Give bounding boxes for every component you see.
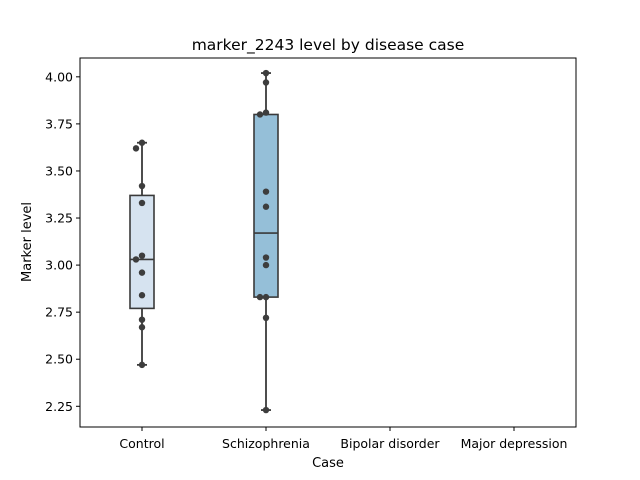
data-point (138, 292, 146, 299)
data-point (138, 139, 146, 146)
y-tick-label: 3.00 (45, 258, 73, 273)
data-point (262, 314, 270, 322)
data-point (138, 316, 146, 323)
data-point (256, 293, 264, 301)
box-group (253, 72, 279, 411)
y-tick-label: 3.50 (45, 163, 73, 178)
x-axis: Control Schizophrenia Bipolar disorder Majo… (119, 427, 567, 451)
y-tick-label: 4.00 (45, 69, 73, 84)
data-point (138, 361, 146, 369)
data-point (138, 324, 146, 331)
y-axis: 2.25 2.50 2.75 3.00 3.25 3.50 3.75 4.00 (45, 69, 80, 414)
chart-title: marker_2243 level by disease case (192, 36, 465, 55)
data-point (132, 256, 140, 263)
data-point (138, 199, 146, 207)
data-point (262, 69, 270, 77)
box-iqr (129, 194, 155, 310)
data-point (132, 145, 140, 152)
data-point (262, 109, 270, 116)
data-point (262, 79, 270, 86)
y-tick-label: 3.25 (45, 211, 73, 226)
y-tick-label: 2.75 (45, 305, 73, 320)
x-tick-label: Major depression (461, 436, 568, 451)
data-point (256, 111, 264, 118)
x-tick-label: Control (119, 436, 164, 451)
y-tick-label: 3.75 (45, 116, 73, 131)
y-tick-label: 2.25 (45, 399, 73, 414)
data-point (138, 269, 146, 276)
x-tick-label: Schizophrenia (222, 436, 310, 451)
plot-frame (79, 57, 577, 428)
x-axis-title: Case (312, 456, 344, 471)
y-tick-label: 2.50 (45, 352, 73, 367)
data-point (262, 203, 270, 210)
data-point (138, 182, 146, 190)
data-point (262, 254, 270, 261)
data-point (262, 406, 270, 414)
x-tick-label: Bipolar disorder (340, 436, 440, 451)
y-axis-title: Marker level (20, 202, 35, 282)
data-point (138, 252, 146, 259)
data-point (262, 261, 270, 269)
plot-area (129, 69, 279, 414)
data-point (262, 188, 270, 195)
box-group (129, 141, 155, 366)
data-point (262, 293, 270, 301)
